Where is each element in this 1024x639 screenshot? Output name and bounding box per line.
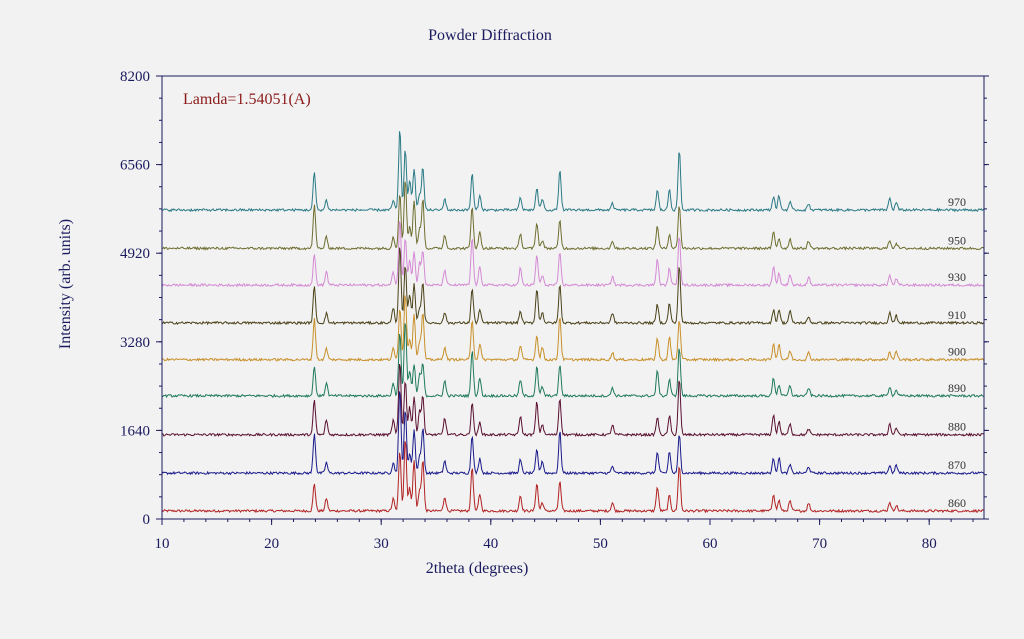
x-tick-label: 20 [264, 536, 279, 552]
x-tick-label: 30 [374, 536, 389, 552]
series-line-970 [161, 131, 985, 213]
series-line-870 [161, 391, 985, 476]
x-tick-label: 70 [812, 536, 827, 552]
series-label-880: 880 [948, 420, 966, 434]
x-tick-label: 40 [483, 536, 498, 552]
series-label-910: 910 [948, 308, 966, 322]
series-label-870: 870 [948, 458, 966, 472]
series-line-860 [161, 441, 985, 514]
series-label-970: 970 [948, 195, 966, 209]
chart-title: Powder Diffraction [428, 27, 552, 44]
y-axis-label: Intensity (arb. units) [57, 219, 74, 349]
series-label-890: 890 [948, 381, 966, 395]
y-tick-label: 6560 [120, 158, 150, 174]
y-tick-label: 3280 [120, 335, 150, 351]
x-axis-label: 2theta (degrees) [426, 560, 529, 577]
series-label-930: 930 [948, 270, 966, 284]
axes-layer: 10 20 30 40 50 60 70 80 0 1640 3280 4920 6560 8200 [120, 69, 989, 552]
y-tick-label: 0 [143, 512, 151, 528]
y-tick-label: 8200 [120, 69, 150, 85]
series-line-910 [162, 247, 985, 326]
x-tick-label: 80 [922, 536, 937, 552]
series-line-930 [161, 221, 985, 288]
series-line-880 [161, 363, 985, 438]
y-tick-label: 4920 [120, 246, 150, 262]
series-line-900 [161, 295, 985, 362]
plot-frame [161, 75, 985, 520]
x-tick-label: 10 [155, 536, 170, 552]
x-tick-label: 60 [703, 536, 718, 552]
series-label-860: 860 [948, 496, 966, 510]
series-line-890 [161, 323, 985, 399]
x-tick-label: 50 [593, 536, 608, 552]
series-layer: 860 870 880 890 900 910 930 950 970 [161, 131, 985, 514]
y-tick-label: 1640 [120, 423, 150, 439]
series-label-950: 950 [948, 233, 966, 247]
series-line-950 [161, 181, 985, 251]
wavelength-annotation: Lamda=1.54051(A) [183, 91, 311, 108]
series-label-900: 900 [948, 345, 966, 359]
